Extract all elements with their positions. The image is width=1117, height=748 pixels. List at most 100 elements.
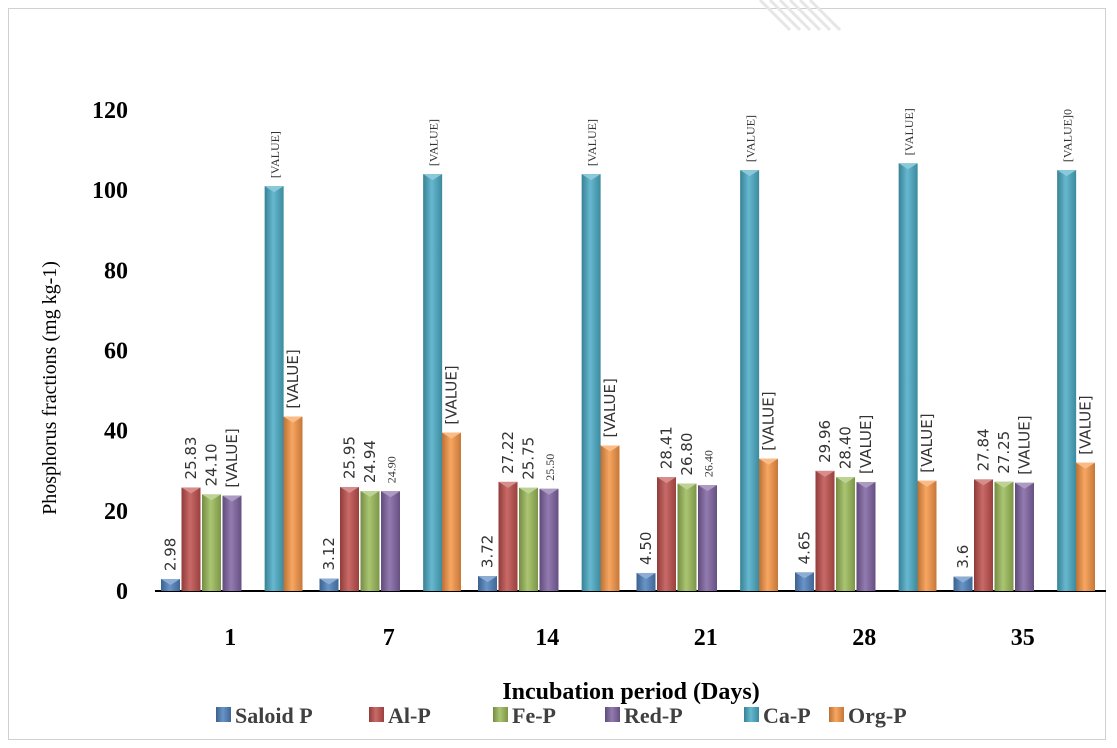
bar-red-p-day-14 — [539, 488, 559, 591]
bar-group-35: 3.627.84 27.25 [VALUE][VALUE]0[VALUE] — [953, 109, 1095, 591]
bar-red-p-day-28 — [856, 481, 876, 591]
legend-label: Org-P — [848, 703, 907, 728]
legend-label: Fe-P — [512, 703, 556, 728]
data-label: 4.50 — [637, 532, 655, 565]
bar-cap — [740, 170, 760, 177]
bar-cap — [917, 480, 937, 487]
x-axis-label: Incubation period (Days) — [502, 679, 759, 705]
data-label: [VALUE] — [918, 413, 936, 472]
legend-swatch — [493, 707, 508, 722]
bar-org-p-day-21 — [759, 458, 778, 591]
bar-cap — [698, 485, 717, 492]
bar-cap — [161, 579, 180, 586]
bar-fe-p-day-7 — [360, 491, 380, 591]
bar-al-p-day-21 — [657, 477, 676, 591]
bar-ca-p-day-21 — [740, 170, 760, 591]
bar-cap — [264, 186, 284, 193]
bar-cap — [519, 487, 538, 494]
bar-cap — [974, 479, 993, 486]
bar-cap — [677, 483, 697, 490]
bar-cap — [498, 481, 518, 488]
bar-saloid-p-day-35 — [953, 576, 973, 591]
x-tick-labels: 1 7 14 21 28 35 — [224, 625, 1035, 651]
bar-cap — [657, 477, 676, 484]
bar-cap — [759, 458, 778, 465]
bar-cap — [898, 163, 918, 170]
data-label: [VALUE] — [760, 391, 778, 450]
data-label: 3.72 — [479, 535, 497, 568]
bar-cap — [1057, 170, 1077, 177]
x-tick-label: 35 — [1011, 625, 1035, 651]
bar-ca-p-day-35 — [1057, 170, 1077, 591]
legend: Saloid P Al-P Fe-P Red-P Ca-P Org-P — [216, 703, 907, 728]
bar-cap — [856, 481, 876, 488]
data-label: 4.65 — [796, 531, 814, 564]
bar-fe-p-day-1 — [202, 494, 221, 591]
bar-fe-p-day-28 — [836, 477, 855, 591]
bar-al-p-day-1 — [181, 487, 201, 591]
legend-swatch — [369, 707, 384, 722]
y-axis-label: Phosphorus fractions (mg kg-1) — [39, 261, 61, 515]
y-tick-label: 20 — [104, 499, 128, 525]
legend-item-fe-p: Fe-P — [493, 703, 556, 728]
legend-label: Red-P — [624, 703, 683, 728]
x-tick-label: 14 — [535, 625, 559, 651]
legend-swatch — [216, 707, 231, 722]
bar-cap — [340, 486, 359, 493]
y-tick-label: 60 — [104, 339, 128, 365]
bar-fe-p-day-14 — [519, 487, 538, 591]
y-tick-labels: 0 20 40 60 80 100 120 — [92, 98, 128, 605]
bar-cap — [202, 494, 221, 501]
bar-red-p-day-1 — [222, 495, 242, 591]
data-label: 2.98 — [162, 538, 180, 571]
x-tick-label: 28 — [852, 625, 876, 651]
x-tick-label: 21 — [694, 625, 718, 651]
data-label: 28.40 — [837, 426, 855, 469]
data-label: 3.12 — [320, 537, 338, 570]
data-label: 26.80 — [678, 433, 696, 476]
bar-cap — [181, 487, 201, 494]
data-label: 27.25 — [995, 431, 1013, 474]
y-tick-label: 0 — [116, 579, 128, 605]
bar-cap — [539, 488, 559, 495]
y-tick-label: 120 — [92, 98, 128, 124]
bar-cap — [283, 416, 303, 423]
data-label: 29.96 — [816, 420, 834, 463]
data-label: [VALUE] — [427, 119, 441, 166]
bar-red-p-day-21 — [698, 485, 717, 591]
bar-al-p-day-28 — [815, 470, 835, 591]
bar-cap — [478, 576, 497, 583]
legend-label: Ca-P — [763, 703, 811, 728]
bar-al-p-day-14 — [498, 481, 518, 591]
bar-cap — [994, 481, 1014, 488]
bar-cap — [442, 432, 461, 439]
data-label: 27.84 — [975, 428, 993, 471]
bar-cap — [795, 572, 814, 579]
data-label: [VALUE] — [1077, 395, 1095, 454]
bar-cap — [600, 445, 620, 452]
data-label: [VALUE]0 — [1061, 109, 1075, 162]
bar-ca-p-day-7 — [423, 174, 443, 591]
bar-group-14: 3.72 27.22 25.75 25.50 [VALUE] [VALUE] — [478, 119, 620, 591]
data-label: [VALUE] — [857, 415, 875, 474]
data-label: [VALUE] — [902, 108, 916, 155]
bar-red-p-day-35 — [1015, 482, 1034, 591]
bar-group-7: 3.12 25.95 24.94 24.90 [VALUE] [VALUE] — [319, 119, 461, 591]
bar-org-p-day-28 — [917, 480, 937, 591]
legend-label: Al-P — [388, 703, 431, 728]
data-label: [VALUE] — [1016, 415, 1034, 474]
bar-cap — [815, 470, 835, 477]
data-label: 25.83 — [182, 437, 200, 480]
x-tick-label: 1 — [224, 625, 236, 651]
bar-cap — [1015, 482, 1034, 489]
watermark-stripes — [758, 0, 842, 32]
bar-org-p-day-7 — [442, 432, 461, 591]
y-tick-label: 80 — [104, 258, 128, 284]
bar-cap — [222, 495, 242, 502]
bar-cap — [636, 572, 656, 579]
x-tick-label: 7 — [383, 625, 395, 651]
data-label: [VALUE] — [585, 119, 599, 166]
